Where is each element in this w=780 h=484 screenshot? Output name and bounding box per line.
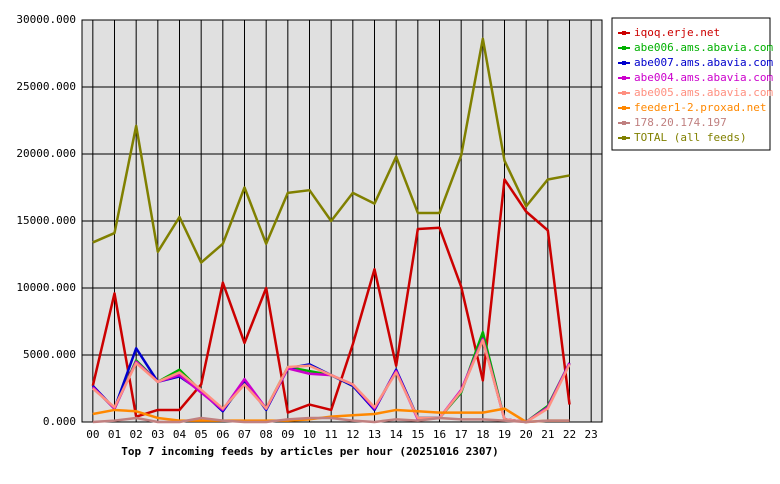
legend-marker [622,76,626,80]
legend-marker [622,31,626,35]
x-tick-label: 03 [151,428,164,441]
x-tick-label: 09 [281,428,294,441]
legend-marker [622,106,626,110]
x-tick-label: 12 [346,428,359,441]
x-tick-label: 17 [455,428,468,441]
x-tick-label: 15 [411,428,424,441]
y-tick-label: 25000.000 [16,80,76,93]
x-tick-label: 13 [368,428,381,441]
x-tick-label: 21 [541,428,554,441]
y-tick-label: 0.000 [43,415,76,428]
legend-marker [622,61,626,65]
y-tick-label: 30000.000 [16,13,76,26]
plot-border [81,19,603,423]
legend-label: abe006.ams.abavia.com [634,41,773,54]
legend-marker [622,136,626,140]
x-tick-label: 08 [260,428,273,441]
x-tick-label: 18 [476,428,489,441]
x-tick-label: 04 [173,428,187,441]
legend-label: abe004.ams.abavia.com [634,71,773,84]
legend-marker [622,91,626,95]
x-tick-label: 06 [216,428,229,441]
series-line [92,407,570,424]
x-tick-label: 07 [238,428,251,441]
legend-label: abe005.ams.abavia.com [634,86,773,99]
series-line [92,416,570,424]
x-tick-label: 00 [86,428,99,441]
y-tick-label: 15000.000 [16,214,76,227]
chart-title: Top 7 incoming feeds by articles per hou… [121,445,499,458]
x-tick-label: 05 [195,428,208,441]
x-tick-label: 22 [563,428,576,441]
legend-label: feeder1-2.proxad.net [634,101,766,114]
y-tick-label: 5000.000 [23,348,76,361]
legend-marker [622,46,626,50]
series-line [92,37,570,264]
x-tick-label: 20 [520,428,533,441]
legend-label: 178.20.174.197 [634,116,727,129]
legend-marker [622,121,626,125]
legend-label: abe007.ams.abavia.com [634,56,773,69]
x-tick-label: 02 [130,428,143,441]
series-line [91,178,571,418]
x-tick-label: 16 [433,428,446,441]
x-tick-label: 19 [498,428,511,441]
y-tick-label: 10000.000 [16,281,76,294]
x-tick-label: 11 [325,428,338,441]
series-line [92,339,571,424]
x-tick-label: 10 [303,428,316,441]
legend-label: TOTAL (all feeds) [634,131,747,144]
x-tick-label: 23 [585,428,598,441]
y-tick-label: 20000.000 [16,147,76,160]
legend-label: iqoq.erje.net [634,26,720,39]
x-tick-label: 01 [108,428,121,441]
x-tick-label: 14 [390,428,404,441]
legend-box [611,17,771,151]
